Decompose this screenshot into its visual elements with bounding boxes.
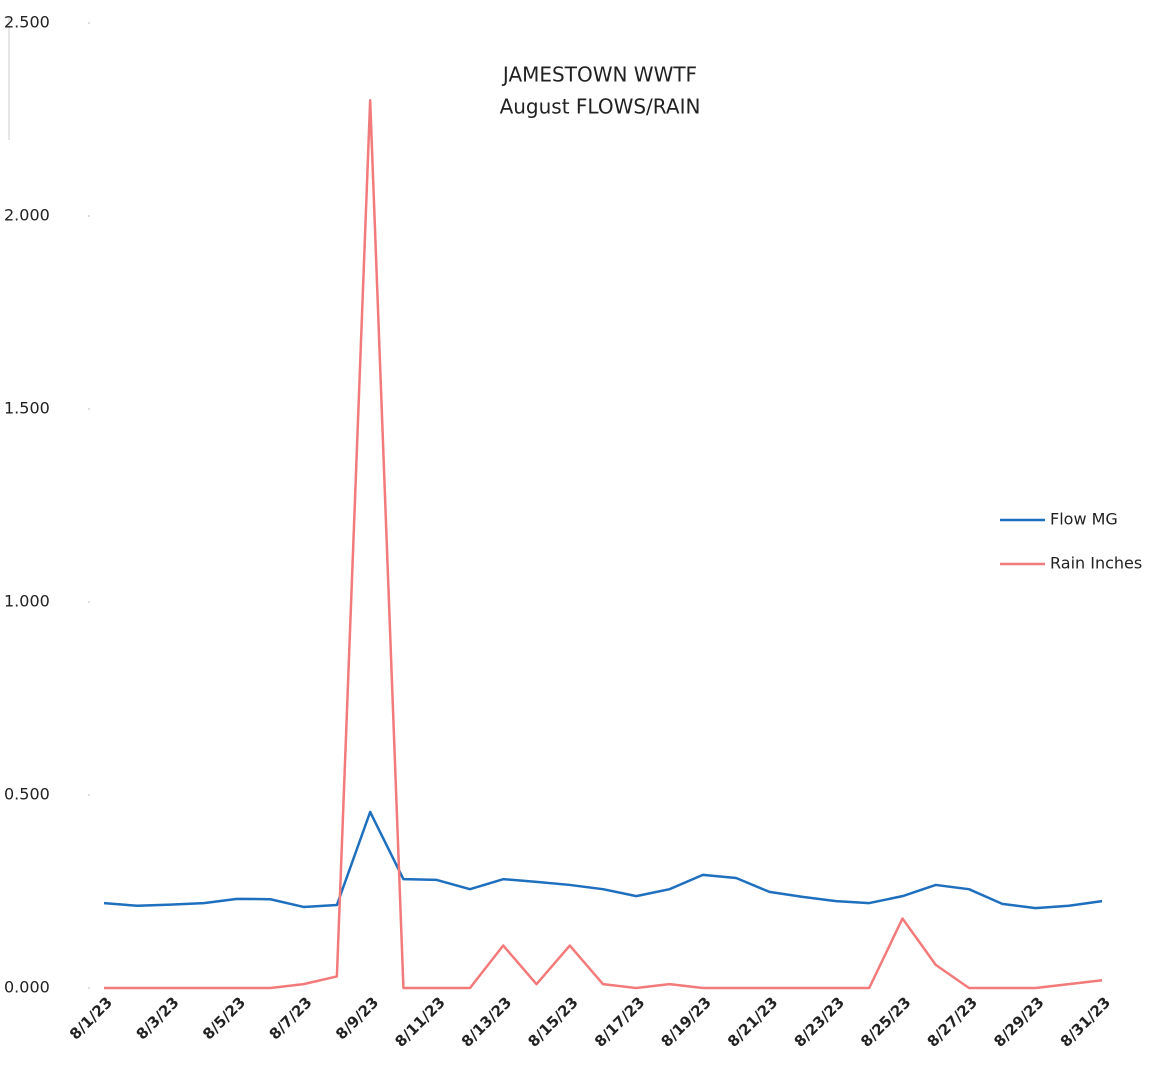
y-tick-label: 0.000 (4, 978, 50, 997)
x-tick-label: 8/1/23 (66, 993, 116, 1043)
x-tick-label: 8/19/23 (657, 993, 714, 1050)
x-tick-label: 8/29/23 (990, 993, 1047, 1050)
x-tick-label: 8/7/23 (266, 993, 316, 1043)
x-tick-label: 8/3/23 (133, 993, 183, 1043)
x-tick-label: 8/25/23 (857, 993, 914, 1050)
legend-label: Rain Inches (1050, 554, 1142, 573)
x-tick-label: 8/17/23 (591, 993, 648, 1050)
x-tick-label: 8/5/23 (199, 993, 249, 1043)
chart-subtitle: August FLOWS/RAIN (500, 95, 701, 119)
x-tick-label: 8/9/23 (332, 993, 382, 1043)
y-tick-label: 1.000 (4, 592, 50, 611)
line-series (104, 98, 1103, 990)
x-tick-label: 8/23/23 (791, 993, 848, 1050)
y-tick-label: 2.000 (4, 206, 50, 225)
x-tick-label: 8/31/23 (1057, 993, 1114, 1050)
y-tick-label: 1.500 (4, 399, 50, 418)
legend-label: Flow MG (1050, 510, 1118, 529)
line-series (103, 810, 1103, 910)
x-tick-label: 8/11/23 (391, 993, 448, 1050)
y-tick-label: 2.500 (4, 13, 50, 32)
chart-title: JAMESTOWN WWTF (501, 63, 697, 87)
x-tick-label: 8/15/23 (524, 993, 581, 1050)
y-tick-label: 0.500 (4, 785, 50, 804)
x-tick-label: 8/13/23 (458, 993, 515, 1050)
x-tick-label: 8/21/23 (724, 993, 781, 1050)
x-tick-label: 8/27/23 (924, 993, 981, 1050)
